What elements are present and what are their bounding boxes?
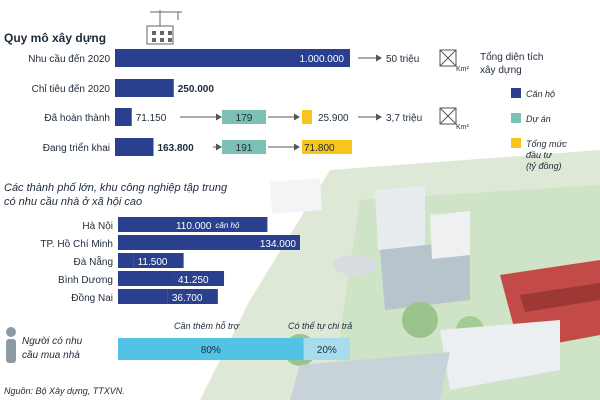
city-label-4: Đồng Nai (71, 292, 113, 304)
projects-value-3: 191 (236, 143, 253, 154)
building-window-4 (160, 38, 164, 42)
support-bar-0 (118, 338, 304, 360)
flow-arrow-area-2-head (376, 113, 382, 121)
city-bar-0 (118, 217, 268, 232)
person-icon (6, 327, 16, 337)
projects-value-2: 179 (236, 113, 253, 124)
investment-bar-2 (302, 110, 312, 124)
source-note: Nguồn: Bộ Xây dựng, TTXVN. (4, 386, 125, 396)
projects-bar-3 (222, 140, 266, 154)
building-window-1 (160, 31, 164, 35)
category-label-2: Đã hoàn thành (44, 113, 110, 124)
legend-label-1: Dự án (526, 114, 551, 124)
city-value-box-4 (167, 289, 218, 304)
support-value-1: 20% (317, 345, 337, 356)
city-value-1: 134.000 (260, 239, 297, 250)
apartment-value-3: 163.800 (157, 143, 194, 154)
city-label-1: TP. Hồ Chí Minh (40, 238, 113, 250)
building-window-5 (168, 38, 172, 42)
legend-swatch-1 (511, 113, 521, 123)
people-label-line1: Người có nhu (22, 336, 83, 347)
area-icon-2 (439, 107, 457, 125)
investment-bar-3 (302, 140, 352, 154)
flow-arrow-investment-3-head (294, 143, 300, 151)
city-bar-4 (118, 289, 168, 304)
city-background-illustration (200, 150, 600, 400)
apartment-bar-0 (115, 49, 350, 67)
city-label-2: Đà Nẵng (74, 255, 113, 268)
support-bar-1 (303, 338, 350, 360)
area-value-0: 50 triệu (386, 54, 419, 65)
flow-arrow-projects-3-head (216, 143, 222, 151)
flow-arrow-projects-2-head (216, 113, 222, 121)
people-label-line2: cầu mua nhà (22, 349, 80, 361)
city-bar-3 (118, 271, 175, 286)
apartment-value-2: 71.150 (136, 113, 167, 124)
legend-label-2-c: (tỷ đồng) (526, 161, 562, 171)
apartment-bar-1 (115, 79, 174, 97)
area-icon-2-diag2 (439, 107, 457, 125)
projects-bar-2 (222, 110, 266, 124)
apartment-bar-2 (115, 108, 132, 126)
city-label-3: Bình Dương (58, 275, 113, 286)
building-window-2 (168, 31, 172, 35)
city-value-0: 110.000 (176, 221, 212, 232)
flow-arrow-area-0-head (376, 54, 382, 62)
investment-value-2: 25.900 (318, 113, 349, 124)
category-label-0: Nhu cầu đến 2020 (28, 53, 110, 65)
area-icon-0-diag2 (439, 49, 457, 67)
area-value-2: 3,7 triệu (386, 113, 422, 124)
support-value-0: 80% (201, 345, 221, 356)
flow-arrow-investment-2-head (294, 113, 300, 121)
area-icon-0 (439, 49, 457, 67)
area-note-line1: Tổng diện tích (480, 51, 543, 63)
area-icon-0-unit: Km² (456, 66, 470, 73)
city-label-0: Hà Nội (82, 221, 113, 232)
cities-title-line1: Các thành phố lớn, khu công nghiệp tập t… (4, 182, 228, 194)
city-value-box-2 (133, 253, 184, 268)
support-category-0: Cần thêm hỗ trợ (174, 321, 241, 331)
legend-label-2-b: đầu tư (526, 150, 553, 160)
building-window-0 (152, 31, 156, 35)
city-bar-1 (118, 235, 300, 250)
city-unit-note: căn hộ (215, 221, 240, 230)
scale-section-title: Quy mô xây dựng (4, 31, 106, 45)
area-note-line2: xây dựng (480, 65, 522, 76)
apartment-value-0: 1.000.000 (300, 54, 345, 65)
investment-value-3: 71.800 (304, 143, 335, 154)
city-value-2: 11.500 (138, 257, 168, 268)
legend-label-0: Căn hộ (526, 89, 555, 99)
apartment-value-1: 250.000 (178, 84, 215, 95)
area-icon-2-unit: Km² (456, 124, 470, 131)
legend-swatch-0 (511, 88, 521, 98)
category-label-1: Chỉ tiêu đến 2020 (32, 83, 111, 95)
cities-title-line2: có nhu cầu nhà ở xã hội cao (4, 196, 142, 208)
city-value-4: 36.700 (172, 293, 203, 304)
person-icon-body (6, 339, 16, 363)
apartment-bar-3 (115, 138, 154, 156)
legend-label-2: Tổng mức (526, 139, 567, 149)
city-value-3: 41.250 (178, 275, 209, 286)
category-label-3: Đang triển khai (43, 142, 110, 154)
legend-swatch-2 (511, 138, 521, 148)
support-category-1: Có thể tự chi trả (288, 321, 352, 331)
building-window-3 (152, 38, 156, 42)
city-bar-2 (118, 253, 134, 268)
city-value-box-3 (174, 271, 225, 286)
